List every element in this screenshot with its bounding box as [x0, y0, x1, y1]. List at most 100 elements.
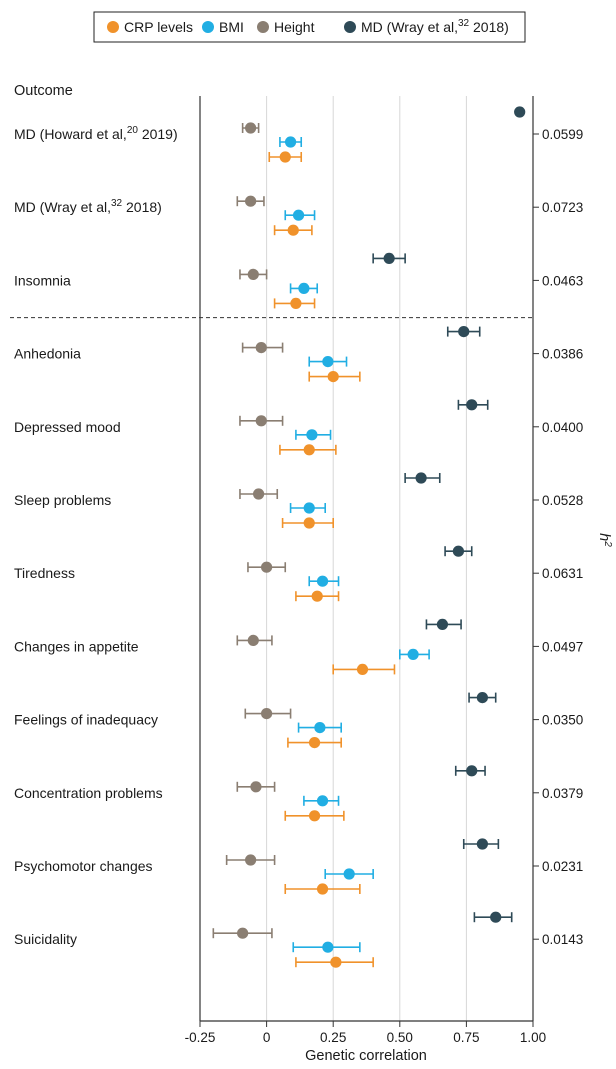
row-labels: MD (Howard et al,20 2019) MD (Wray et al,… — [14, 125, 178, 947]
point-bmi — [289, 502, 327, 514]
point-marker — [466, 399, 478, 411]
point-md — [473, 911, 513, 923]
row-label: Psychomotor changes — [14, 858, 153, 874]
point-crp — [281, 517, 335, 529]
legend-marker-md — [344, 21, 356, 33]
point-marker — [458, 326, 470, 338]
h2-value: 0.0400 — [542, 420, 583, 435]
point-marker — [343, 868, 355, 880]
row-label: Changes in appetite — [14, 638, 139, 654]
point-bmi — [398, 648, 430, 661]
point-height — [236, 195, 265, 207]
point-marker — [303, 517, 315, 529]
point-bmi — [324, 868, 374, 880]
point-marker — [407, 648, 419, 661]
y-axis-title-outcome: Outcome — [14, 83, 73, 99]
h2-value: 0.0599 — [542, 127, 583, 142]
point-marker — [466, 765, 478, 777]
row-label: Suicidality — [14, 931, 77, 947]
h2-value: 0.0231 — [542, 859, 583, 874]
point-marker — [303, 502, 315, 514]
point-marker — [316, 575, 329, 587]
point-marker — [255, 342, 267, 354]
x-axis-ticks: -0.25 0 0.25 0.50 0.75 1.00 — [185, 1021, 546, 1045]
h2-value: 0.0497 — [542, 639, 583, 654]
point-crp — [295, 956, 374, 968]
point-marker — [476, 692, 488, 704]
point-bmi — [284, 209, 316, 221]
point-marker — [292, 209, 305, 221]
point-marker — [308, 737, 321, 749]
x-tick-label: 0.50 — [387, 1030, 413, 1045]
point-bmi — [279, 136, 303, 148]
h2-value: 0.0143 — [542, 932, 583, 947]
point-height — [239, 415, 284, 427]
x-tick-label: -0.25 — [185, 1030, 216, 1045]
point-marker — [314, 722, 326, 734]
point-marker — [245, 122, 257, 134]
legend-label-crp: CRP levels — [124, 19, 193, 35]
row-label-superscript: 20 — [127, 125, 139, 136]
point-bmi — [289, 282, 319, 294]
point-marker — [261, 708, 273, 720]
point-crp — [279, 444, 337, 456]
row-label: MD (Wray et al,32 2018) — [14, 198, 162, 215]
point-marker — [514, 106, 526, 118]
data-marks — [212, 106, 526, 968]
point-bmi — [295, 429, 332, 441]
point-md — [514, 106, 526, 118]
legend-label-md: MD (Wray et al,32 2018) — [361, 18, 509, 35]
point-marker — [322, 941, 334, 953]
point-marker — [383, 252, 395, 264]
point-marker — [316, 883, 329, 895]
legend-label-md-superscript: 32 — [458, 18, 470, 29]
h2-value: 0.0463 — [542, 273, 583, 288]
point-md — [457, 399, 489, 411]
point-crp — [273, 297, 316, 309]
point-marker — [356, 663, 369, 676]
point-marker — [306, 429, 318, 441]
point-marker — [247, 634, 259, 647]
point-marker — [284, 136, 297, 148]
point-md — [425, 618, 462, 631]
legend-box — [93, 11, 526, 43]
point-marker — [303, 444, 315, 456]
point-marker — [452, 545, 465, 557]
point-marker — [279, 151, 291, 163]
point-height — [247, 561, 287, 573]
h2-values: 0.0599 0.0723 0.0463 0.0386 0.0400 0.0528 0.06… — [533, 127, 583, 947]
point-md — [446, 326, 481, 338]
point-md — [404, 472, 441, 484]
point-marker — [327, 371, 339, 383]
point-marker — [436, 618, 449, 631]
point-md — [462, 838, 500, 850]
point-marker — [490, 911, 502, 923]
y-axis-title-h2: h2 — [596, 533, 613, 547]
x-tick-label: 0.25 — [320, 1030, 346, 1045]
point-height — [241, 122, 260, 134]
point-height — [236, 634, 273, 647]
point-crp — [284, 810, 345, 822]
legend-marker-height — [257, 21, 269, 33]
point-marker — [311, 590, 323, 602]
point-crp — [284, 883, 361, 895]
h2-value: 0.0631 — [542, 566, 583, 581]
point-md — [444, 545, 473, 557]
row-label: MD (Howard et al,20 2019) — [14, 125, 178, 142]
point-marker — [247, 268, 259, 280]
h2-value: 0.0350 — [542, 713, 583, 728]
point-height — [244, 708, 292, 720]
point-md — [468, 692, 497, 704]
point-bmi — [292, 941, 361, 953]
point-height — [239, 488, 279, 500]
row-label: Anhedonia — [14, 346, 81, 362]
point-marker — [290, 297, 302, 309]
point-md — [372, 252, 406, 264]
point-marker — [253, 488, 265, 500]
row-label: Tiredness — [14, 565, 75, 581]
row-label: Feelings of inadequacy — [14, 712, 158, 728]
point-marker — [298, 282, 310, 294]
point-height — [236, 781, 276, 793]
h2-value: 0.0386 — [542, 347, 583, 362]
